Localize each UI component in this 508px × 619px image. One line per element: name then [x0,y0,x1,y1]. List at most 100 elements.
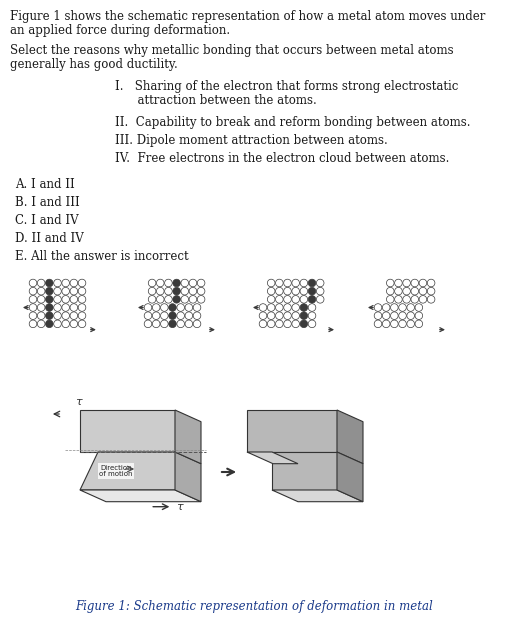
Circle shape [161,320,168,327]
Circle shape [173,287,180,295]
Circle shape [383,304,390,311]
Circle shape [54,287,61,295]
Circle shape [292,287,300,295]
Circle shape [144,312,152,319]
Circle shape [407,320,415,327]
Circle shape [300,320,308,327]
Circle shape [275,295,283,303]
Circle shape [292,304,300,311]
Circle shape [292,320,300,327]
Circle shape [411,279,419,287]
Circle shape [283,295,291,303]
Circle shape [78,312,86,319]
Circle shape [156,295,164,303]
Circle shape [165,295,172,303]
Circle shape [411,295,419,303]
Circle shape [189,287,197,295]
Text: III. Dipole moment attraction between atoms.: III. Dipole moment attraction between at… [115,134,388,147]
Circle shape [152,320,160,327]
Circle shape [316,295,324,303]
Circle shape [29,320,37,327]
Polygon shape [272,490,363,502]
Circle shape [399,320,406,327]
Circle shape [308,320,316,327]
Circle shape [46,304,53,311]
Text: IV.  Free electrons in the electron cloud between atoms.: IV. Free electrons in the electron cloud… [115,152,450,165]
Circle shape [46,312,53,319]
Circle shape [38,312,45,319]
Circle shape [283,304,291,311]
Circle shape [283,320,291,327]
Circle shape [407,312,415,319]
Circle shape [29,287,37,295]
Circle shape [46,287,53,295]
Circle shape [275,304,283,311]
Polygon shape [247,452,298,464]
Circle shape [193,320,201,327]
Circle shape [374,312,382,319]
Circle shape [316,279,324,287]
Circle shape [308,304,316,311]
Text: Direction
of motion: Direction of motion [100,464,133,477]
Text: τ: τ [176,502,183,512]
Circle shape [300,279,308,287]
Circle shape [189,295,197,303]
Circle shape [374,304,382,311]
Text: τ: τ [75,397,82,407]
Circle shape [300,295,308,303]
Circle shape [275,312,283,319]
Circle shape [148,279,156,287]
Circle shape [300,304,308,311]
Circle shape [419,279,427,287]
Circle shape [374,320,382,327]
Circle shape [161,304,168,311]
Text: A. I and II: A. I and II [15,178,75,191]
Circle shape [259,304,267,311]
Circle shape [395,279,402,287]
Circle shape [407,304,415,311]
Circle shape [173,279,180,287]
Circle shape [78,304,86,311]
Circle shape [161,312,168,319]
Circle shape [415,312,423,319]
Circle shape [267,279,275,287]
Circle shape [62,287,70,295]
Circle shape [415,304,423,311]
Text: Figure 1: Schematic representation of deformation in metal: Figure 1: Schematic representation of de… [75,600,433,613]
Circle shape [144,304,152,311]
Circle shape [308,295,316,303]
Polygon shape [337,410,363,464]
Circle shape [70,279,78,287]
Circle shape [29,304,37,311]
Circle shape [156,279,164,287]
Polygon shape [175,452,201,502]
Circle shape [181,287,188,295]
Text: E. All the answer is incorrect: E. All the answer is incorrect [15,250,188,263]
Circle shape [62,279,70,287]
Circle shape [292,312,300,319]
Text: C. I and IV: C. I and IV [15,214,79,227]
Circle shape [185,312,193,319]
Circle shape [267,304,275,311]
Circle shape [275,287,283,295]
Circle shape [197,295,205,303]
Polygon shape [80,452,193,490]
Circle shape [403,295,410,303]
Circle shape [70,287,78,295]
Circle shape [169,304,176,311]
Circle shape [38,320,45,327]
Circle shape [419,295,427,303]
Circle shape [185,304,193,311]
Text: an applied force during deformation.: an applied force during deformation. [10,24,230,37]
Circle shape [283,312,291,319]
Circle shape [387,279,394,287]
Circle shape [383,312,390,319]
Circle shape [70,320,78,327]
Circle shape [173,295,180,303]
Circle shape [165,279,172,287]
Circle shape [169,312,176,319]
Polygon shape [80,410,175,452]
Circle shape [148,287,156,295]
Circle shape [283,287,291,295]
Circle shape [78,295,86,303]
